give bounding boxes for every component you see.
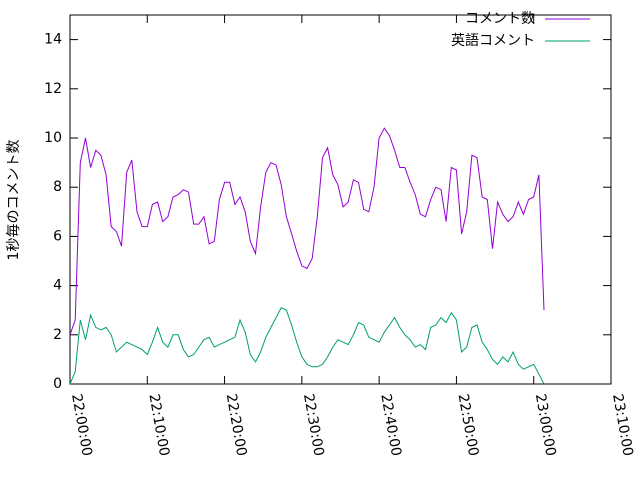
x-tick-label: 23:10:00 [609,393,636,458]
y-tick-label: 10 [44,130,62,146]
x-tick-label: 23:00:00 [532,393,559,458]
series-line [69,307,545,385]
plot-frame [69,14,612,385]
x-tick-label: 22:20:00 [223,393,250,458]
legend-label: コメント数 [465,11,535,27]
y-tick-label: 0 [53,376,62,392]
series-line [69,127,545,335]
x-tick-label: 22:40:00 [377,393,404,458]
x-tick-label: 22:50:00 [455,393,482,458]
y-tick-label: 14 [44,32,62,48]
x-tick-label: 22:00:00 [68,393,95,458]
x-tick-label: 22:30:00 [300,393,327,458]
y-tick-label: 6 [53,228,62,244]
y-tick-label: 8 [53,179,62,195]
legend-label: 英語コメント [451,32,535,49]
y-tick-label: 4 [53,278,62,294]
y-axis-label: 1秒毎のコメント数 [6,140,22,261]
y-tick-label: 12 [44,81,62,97]
x-tick-label: 22:10:00 [145,393,172,458]
y-tick-label: 2 [53,327,62,343]
